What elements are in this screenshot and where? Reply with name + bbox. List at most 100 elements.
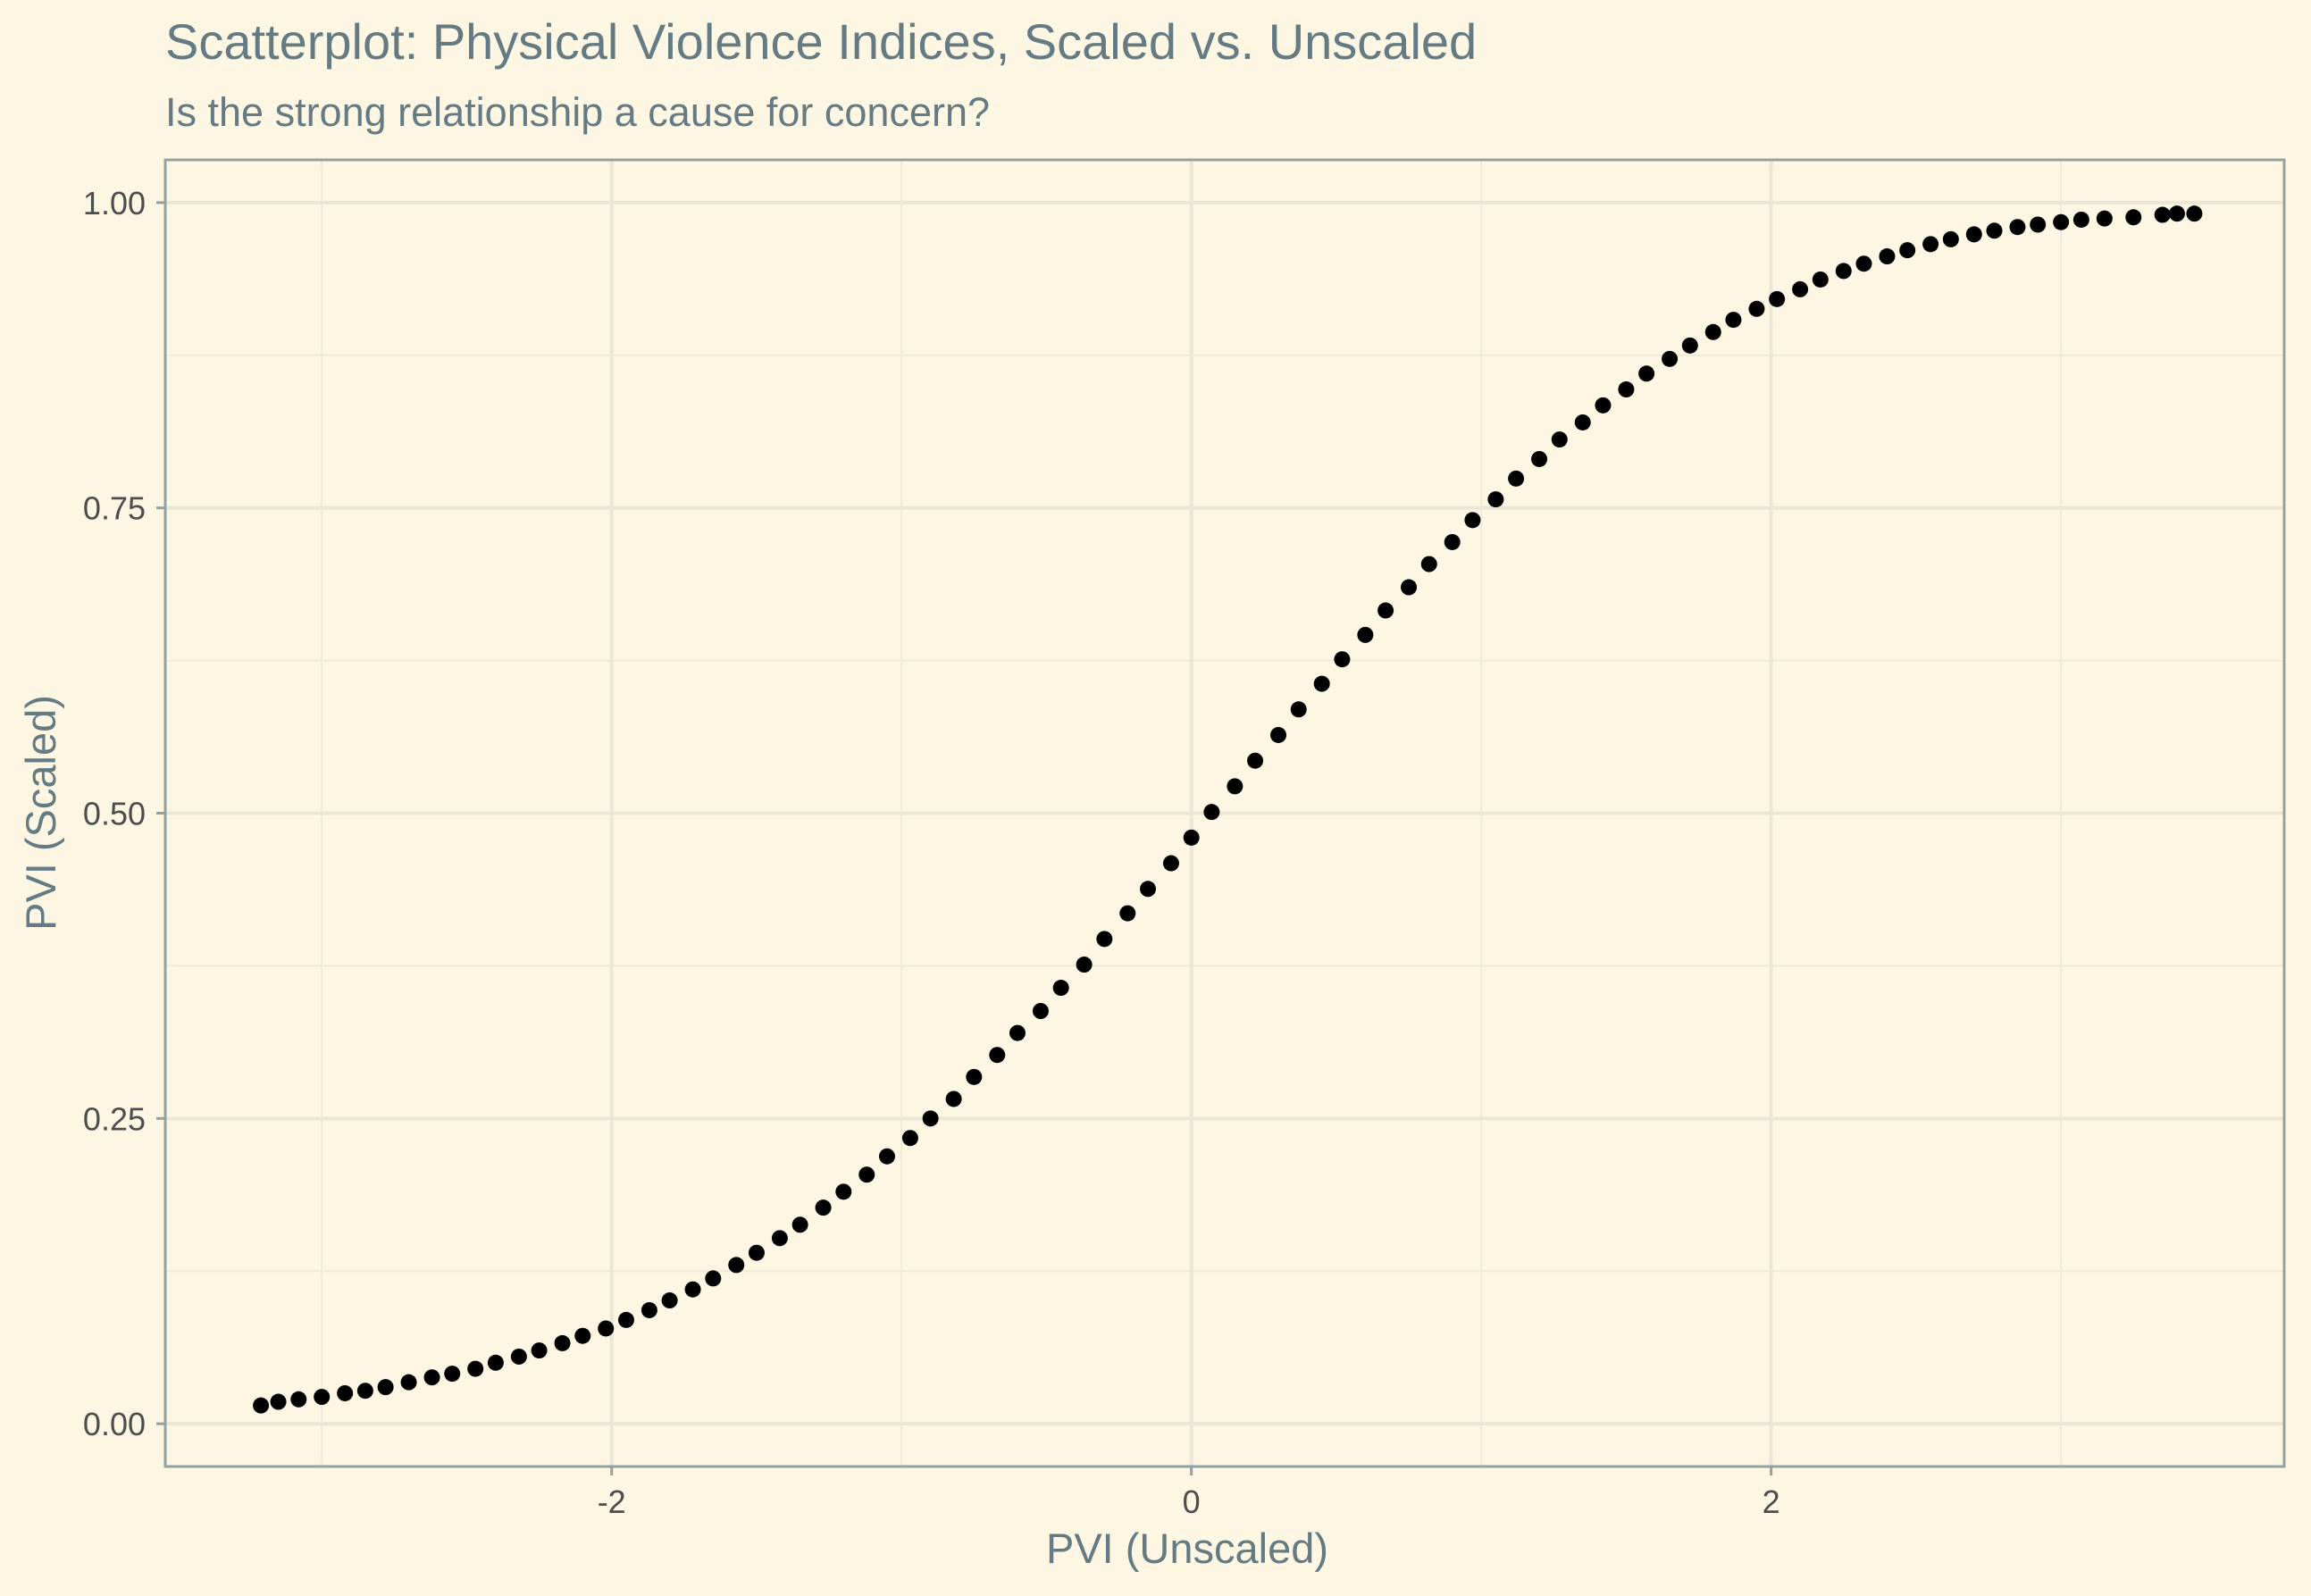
data-point — [617, 1311, 634, 1328]
data-point — [1420, 556, 1437, 572]
data-point — [1140, 881, 1157, 898]
data-point — [2009, 219, 2026, 236]
data-points — [253, 205, 2203, 1414]
chart-subtitle: Is the strong relationship a cause for c… — [165, 89, 990, 135]
data-point — [684, 1281, 701, 1298]
data-point — [641, 1301, 657, 1318]
data-point — [1681, 337, 1698, 354]
data-point — [1551, 431, 1568, 448]
x-tick-label: 0 — [1183, 1483, 1201, 1520]
data-point — [510, 1348, 527, 1365]
data-point — [1812, 271, 1829, 288]
data-point — [945, 1090, 962, 1107]
data-point — [574, 1327, 591, 1344]
data-point — [1965, 226, 1982, 243]
data-point — [423, 1369, 440, 1386]
data-point — [1096, 931, 1113, 948]
data-point — [1247, 752, 1264, 769]
data-point — [444, 1366, 461, 1383]
data-point — [1076, 957, 1093, 973]
data-point — [1183, 829, 1200, 846]
data-point — [337, 1384, 354, 1401]
x-axis-title: PVI (Unscaled) — [1046, 1525, 1328, 1572]
data-point — [1942, 230, 1959, 247]
data-point — [1357, 626, 1374, 643]
data-point — [1377, 602, 1394, 619]
data-point — [1032, 1003, 1049, 1020]
grid-lines — [165, 160, 2284, 1466]
chart-title: Scatterplot: Physical Violence Indices, … — [165, 13, 1477, 70]
data-point — [290, 1391, 307, 1408]
data-point — [661, 1292, 678, 1309]
data-point — [791, 1216, 808, 1233]
x-tick-label: 2 — [1763, 1483, 1780, 1520]
y-tick-label: 0.00 — [83, 1406, 146, 1442]
data-point — [1704, 323, 1721, 340]
data-point — [1748, 300, 1765, 317]
data-point — [705, 1270, 722, 1287]
data-point — [1662, 350, 1679, 367]
data-point — [771, 1230, 788, 1247]
data-point — [1227, 778, 1243, 795]
data-point — [901, 1130, 918, 1147]
data-point — [835, 1183, 852, 1200]
data-point — [2168, 205, 2185, 222]
data-point — [1879, 248, 1896, 265]
data-point — [1986, 222, 2003, 239]
data-point — [2125, 209, 2142, 226]
data-point — [1464, 512, 1481, 529]
data-point — [356, 1383, 373, 1400]
data-point — [728, 1257, 745, 1274]
data-point — [1508, 470, 1525, 487]
data-point — [2072, 211, 2089, 228]
y-tick-label: 0.25 — [83, 1100, 146, 1137]
data-point — [1574, 414, 1591, 430]
data-point — [966, 1068, 983, 1085]
data-point — [1922, 236, 1939, 253]
data-point — [878, 1148, 895, 1165]
data-point — [748, 1244, 765, 1261]
data-point — [400, 1374, 417, 1391]
axes: -2 0 2 0.00 0.25 0.50 0.75 1.00 — [83, 185, 1780, 1520]
data-point — [2053, 213, 2070, 230]
data-point — [2186, 205, 2203, 222]
data-point — [1855, 255, 1872, 272]
data-point — [487, 1354, 504, 1371]
data-point — [1769, 290, 1786, 307]
y-tick-label: 0.75 — [83, 490, 146, 527]
data-point — [858, 1166, 875, 1183]
data-point — [270, 1393, 287, 1410]
data-point — [1334, 651, 1351, 668]
data-point — [1401, 579, 1418, 596]
data-point — [2096, 210, 2113, 227]
data-point — [1270, 726, 1287, 743]
data-point — [1638, 365, 1655, 382]
data-point — [1792, 280, 1809, 297]
data-point — [1487, 491, 1504, 508]
y-tick-label: 0.50 — [83, 796, 146, 832]
data-point — [2154, 206, 2171, 223]
data-point — [554, 1334, 571, 1351]
data-point — [1203, 804, 1220, 821]
data-point — [1444, 533, 1461, 550]
data-point — [1835, 263, 1852, 280]
data-point — [1290, 701, 1307, 718]
data-point — [598, 1320, 615, 1337]
data-point — [377, 1379, 394, 1396]
data-point — [1052, 980, 1069, 997]
data-point — [989, 1047, 1006, 1064]
data-point — [1313, 675, 1330, 692]
data-point — [1618, 381, 1635, 398]
data-point — [253, 1397, 270, 1414]
data-point — [922, 1110, 939, 1127]
data-point — [1899, 242, 1916, 259]
data-point — [1119, 905, 1136, 922]
y-axis-title: PVI (Scaled) — [17, 695, 64, 931]
data-point — [2030, 216, 2047, 233]
data-point — [314, 1389, 331, 1406]
data-point — [815, 1199, 832, 1216]
x-tick-label: -2 — [598, 1483, 626, 1520]
